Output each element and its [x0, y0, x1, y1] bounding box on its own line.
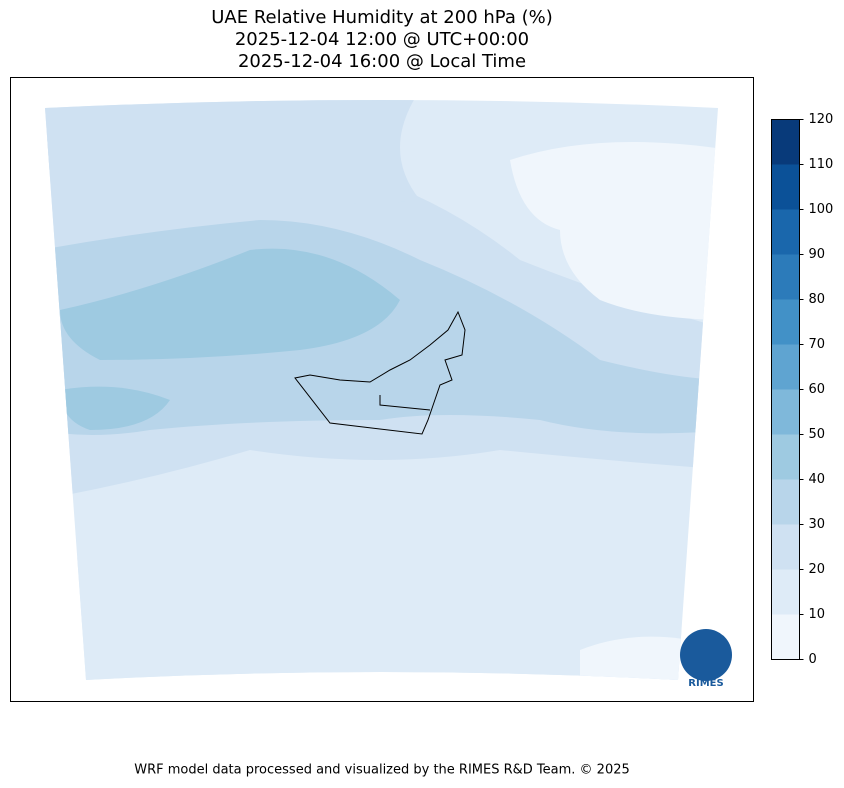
- colorbar-band: [771, 614, 800, 660]
- colorbar-band: [771, 524, 800, 570]
- tick-label: 50: [809, 427, 826, 442]
- colorbar: 0 10 20 30 40 50 60 70 80 90 100 110 120: [771, 112, 834, 667]
- logo-text: RIMES: [688, 678, 723, 689]
- country-outline: [294, 310, 466, 435]
- title-line: UAE Relative Humidity at 200 hPa (%): [211, 7, 552, 28]
- tick-label: 20: [809, 562, 826, 577]
- colorbar-band: [771, 299, 800, 345]
- tick-label: 90: [809, 247, 826, 262]
- colorbar-band: [771, 254, 800, 300]
- tick-label: 30: [809, 517, 826, 532]
- tick-label: 10: [809, 607, 826, 622]
- tick-label: 120: [809, 112, 834, 127]
- border-line: [379, 395, 431, 411]
- tick-label: 110: [809, 157, 834, 172]
- tick-label: 70: [809, 337, 826, 352]
- colorbar-band: [771, 569, 800, 615]
- tick-label: 100: [809, 202, 834, 217]
- logo-emblem: [680, 629, 732, 681]
- colorbar-band: [771, 344, 800, 390]
- colorbar-band: [771, 434, 800, 480]
- colorbar-band: [771, 164, 800, 210]
- colorbar-band: [771, 209, 800, 255]
- colorbar-band: [771, 479, 800, 525]
- humidity-field: [45, 100, 718, 680]
- colorbar-band: [771, 389, 800, 435]
- tick-label: 40: [809, 472, 826, 487]
- tick-label: 80: [809, 292, 826, 307]
- colorbar-band: [771, 119, 800, 165]
- tick-label: 0: [809, 652, 817, 667]
- tick-label: 60: [809, 382, 826, 397]
- footer: WRF model data processed and visualized …: [134, 763, 630, 778]
- title-line: 2025-12-04 16:00 @ Local Time: [238, 51, 526, 72]
- title-line: 2025-12-04 12:00 @ UTC+00:00: [235, 29, 529, 50]
- colorbar-frame: [771, 119, 800, 660]
